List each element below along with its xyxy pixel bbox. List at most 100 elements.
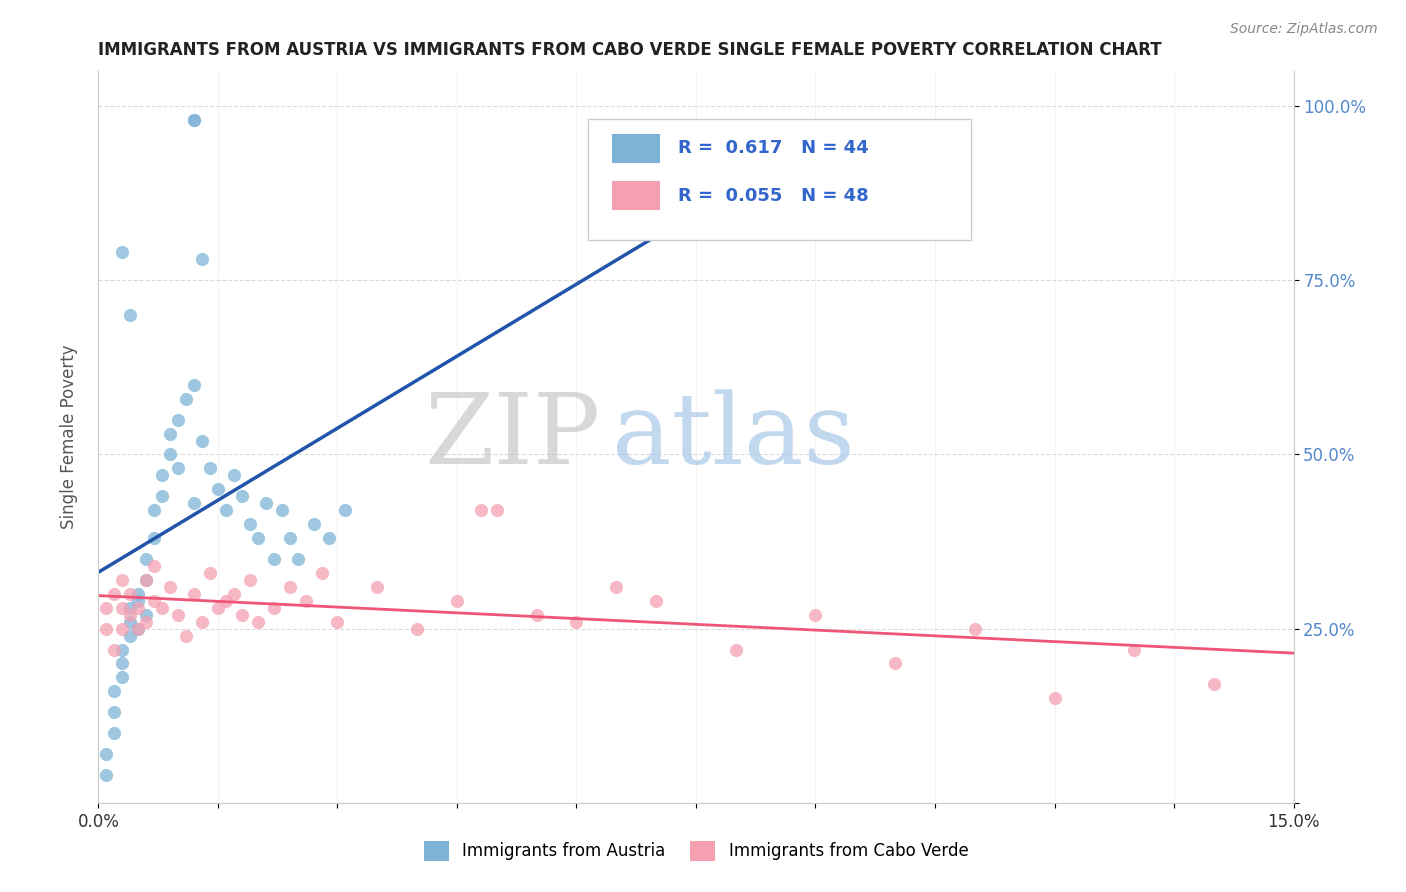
Point: [231, 607, 253, 622]
Text: Source: ZipAtlas.com: Source: ZipAtlas.com: [1230, 22, 1378, 37]
Point: [159, 580, 181, 594]
Point: [183, 113, 205, 128]
Point: [111, 657, 134, 671]
Point: [278, 531, 301, 545]
Point: [287, 552, 309, 566]
Point: [565, 615, 588, 629]
Point: [127, 594, 149, 608]
Point: [724, 642, 747, 657]
Point: [96, 768, 118, 782]
Point: [96, 747, 118, 761]
Point: [120, 607, 142, 622]
Point: [294, 594, 316, 608]
Point: [159, 448, 181, 462]
Point: [135, 573, 157, 587]
Point: [167, 461, 190, 475]
Point: [246, 531, 269, 545]
Point: [150, 600, 173, 615]
Point: [127, 600, 149, 615]
Point: [174, 392, 197, 406]
Point: [191, 252, 214, 267]
Point: [254, 496, 277, 510]
Point: [183, 496, 205, 510]
Point: [111, 670, 134, 684]
Point: [103, 705, 125, 719]
Point: [167, 412, 190, 426]
Text: IMMIGRANTS FROM AUSTRIA VS IMMIGRANTS FROM CABO VERDE SINGLE FEMALE POVERTY CORR: IMMIGRANTS FROM AUSTRIA VS IMMIGRANTS FR…: [98, 41, 1161, 59]
Point: [215, 594, 238, 608]
Point: [270, 503, 292, 517]
Point: [222, 587, 245, 601]
Bar: [613, 181, 661, 211]
Point: [111, 245, 134, 260]
Point: [191, 434, 214, 448]
Point: [183, 377, 205, 392]
Y-axis label: Single Female Poverty: Single Female Poverty: [59, 345, 77, 529]
Point: [239, 573, 262, 587]
Point: [231, 489, 253, 503]
Point: [120, 629, 142, 643]
Point: [167, 607, 190, 622]
Point: [884, 657, 907, 671]
Point: [470, 503, 492, 517]
Point: [103, 684, 125, 698]
Point: [326, 615, 349, 629]
Point: [335, 503, 357, 517]
Bar: [613, 134, 661, 163]
Point: [1043, 691, 1066, 706]
Point: [239, 517, 262, 532]
Point: [111, 573, 134, 587]
Point: [120, 615, 142, 629]
Point: [1123, 642, 1146, 657]
Point: [143, 558, 166, 573]
Point: [263, 552, 285, 566]
Point: [198, 566, 221, 580]
Point: [143, 531, 166, 545]
Text: ZIP: ZIP: [425, 389, 600, 485]
Point: [120, 308, 142, 322]
Point: [143, 503, 166, 517]
Point: [111, 642, 134, 657]
Point: [366, 580, 388, 594]
Point: [159, 426, 181, 441]
Point: [804, 607, 827, 622]
Point: [96, 600, 118, 615]
Point: [174, 629, 197, 643]
Point: [215, 503, 238, 517]
Point: [963, 622, 986, 636]
Point: [645, 594, 668, 608]
Point: [143, 594, 166, 608]
Point: [222, 468, 245, 483]
Point: [103, 587, 125, 601]
Point: [526, 607, 548, 622]
Point: [127, 622, 149, 636]
Point: [207, 483, 229, 497]
Point: [127, 622, 149, 636]
Text: R =  0.055   N = 48: R = 0.055 N = 48: [678, 186, 869, 204]
Point: [318, 531, 340, 545]
Point: [246, 615, 269, 629]
Point: [103, 642, 125, 657]
Point: [302, 517, 325, 532]
Point: [446, 594, 468, 608]
Point: [135, 573, 157, 587]
Point: [150, 489, 173, 503]
Point: [127, 587, 149, 601]
Point: [605, 580, 627, 594]
Point: [135, 615, 157, 629]
Point: [183, 587, 205, 601]
Text: atlas: atlas: [613, 389, 855, 485]
Point: [135, 607, 157, 622]
Point: [111, 600, 134, 615]
Legend: Immigrants from Austria, Immigrants from Cabo Verde: Immigrants from Austria, Immigrants from…: [418, 834, 974, 868]
Point: [1202, 677, 1225, 691]
Point: [278, 580, 301, 594]
Text: R =  0.617   N = 44: R = 0.617 N = 44: [678, 139, 869, 157]
Point: [96, 622, 118, 636]
Point: [311, 566, 333, 580]
Point: [263, 600, 285, 615]
Point: [120, 587, 142, 601]
Point: [485, 503, 508, 517]
FancyBboxPatch shape: [589, 119, 972, 240]
Point: [191, 615, 214, 629]
